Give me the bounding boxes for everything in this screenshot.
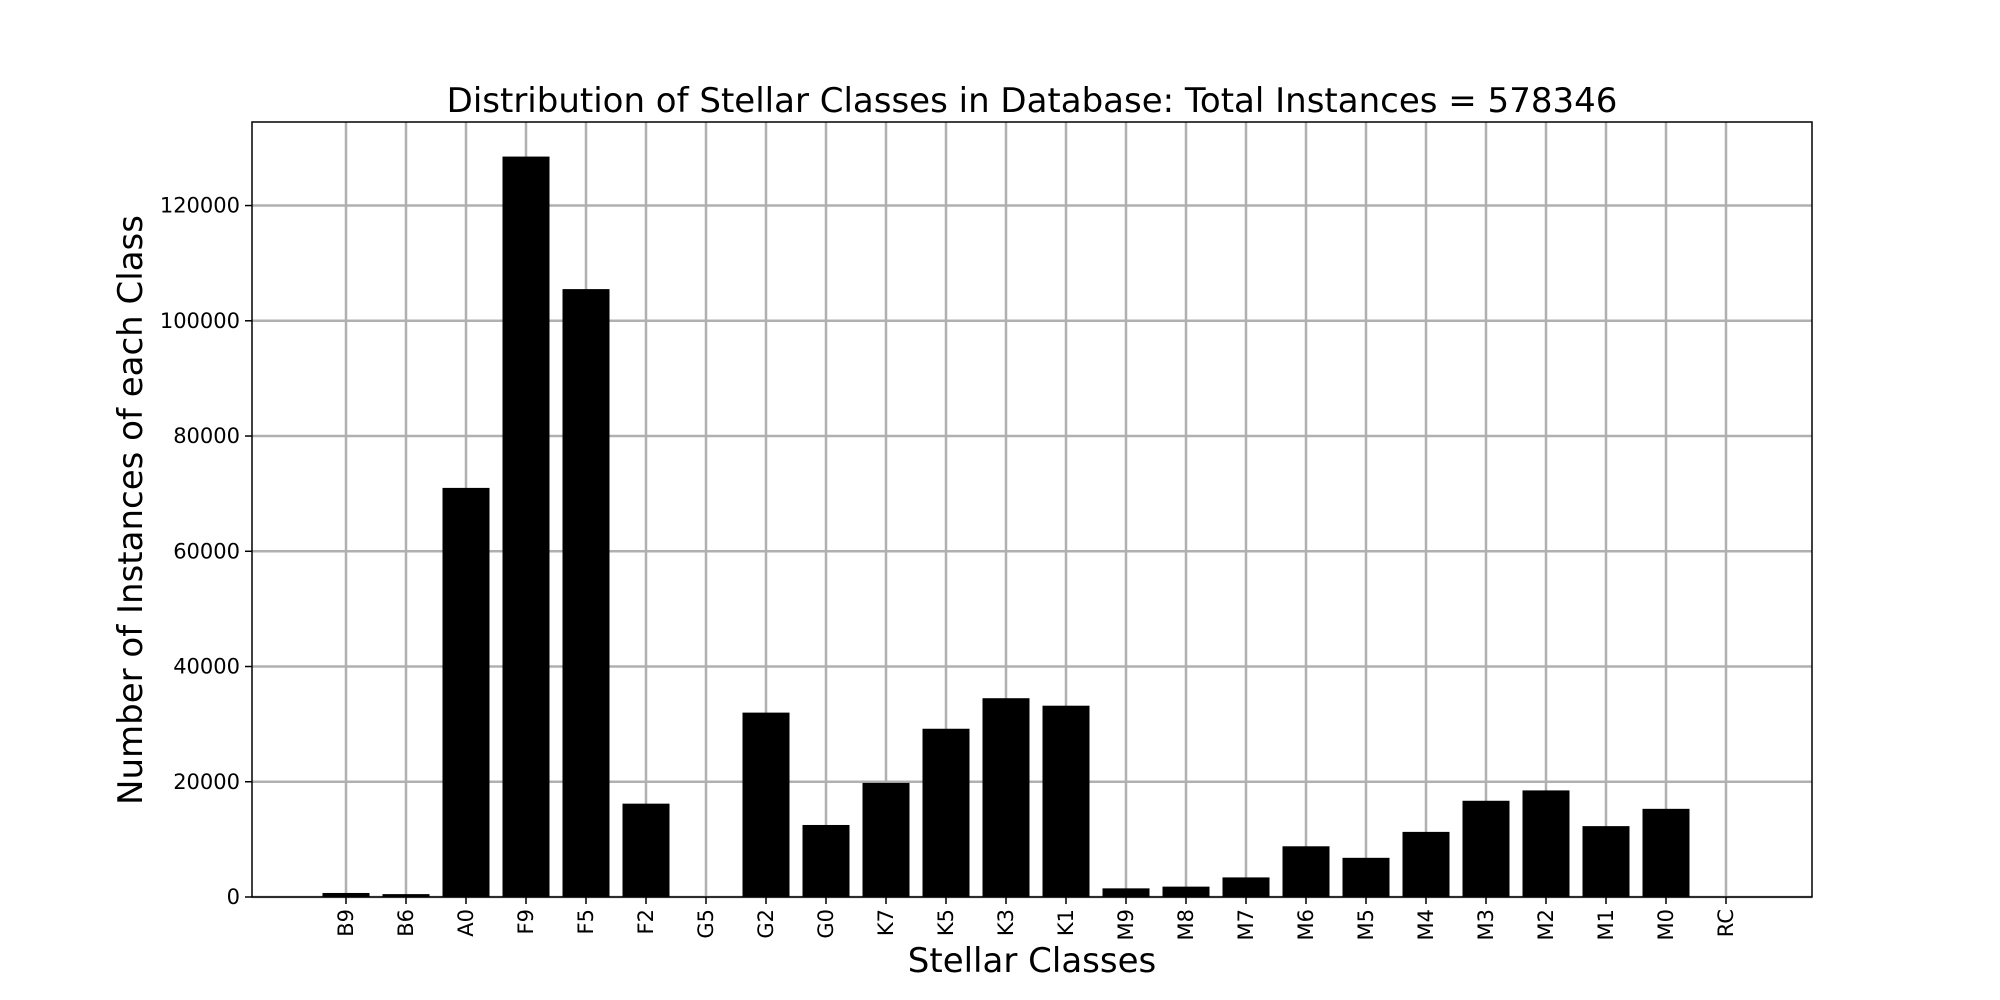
x-tick-label: F5 <box>574 909 598 934</box>
x-tick-label: M8 <box>1174 909 1198 940</box>
x-tick-label: M4 <box>1414 909 1438 940</box>
x-tick-label: M1 <box>1594 909 1618 940</box>
x-tick-label: F9 <box>514 909 538 934</box>
x-tick-label: M7 <box>1234 909 1258 940</box>
x-tick-label: B6 <box>394 909 418 937</box>
x-tick-label: M2 <box>1534 909 1558 940</box>
x-tick-label: A0 <box>454 909 478 937</box>
x-tick-label: G2 <box>754 909 778 939</box>
x-tick-label: M5 <box>1354 909 1378 940</box>
x-axis-ticks: B9 B6 A0 F9 F5 F2 G5 G2 G0 K7 K5 K3 K1 M9 M8 M7 M6 M5 M4 M3… <box>334 897 1738 940</box>
x-tick-label: K1 <box>1054 909 1078 936</box>
bar-f9 <box>502 156 550 897</box>
y-tick-label: 20000 <box>173 770 240 794</box>
bar-k1 <box>1042 705 1090 897</box>
plot-frame <box>251 121 1813 898</box>
bar-g0 <box>802 824 850 897</box>
bar-m0 <box>1642 808 1690 897</box>
bars <box>322 156 1690 898</box>
chart-title: Distribution of Stellar Classes in Datab… <box>447 81 1618 121</box>
x-tick-label: M3 <box>1474 909 1498 940</box>
bar-m8 <box>1162 886 1210 897</box>
bar-m2 <box>1522 790 1570 897</box>
bar-m4 <box>1402 831 1450 897</box>
x-tick-label: M6 <box>1294 909 1318 940</box>
bar-k3 <box>982 698 1030 897</box>
x-tick-label: G0 <box>814 909 838 939</box>
bar-f5 <box>562 289 610 898</box>
bar-b9 <box>322 892 370 897</box>
bar-m9 <box>1102 888 1150 897</box>
x-axis-label: Stellar Classes <box>908 941 1156 981</box>
bar-f2 <box>622 803 670 897</box>
bar-k5 <box>922 728 970 897</box>
y-axis-ticks: 0 20000 40000 60000 80000 100000 120000 <box>160 194 252 909</box>
x-tick-label: RC <box>1714 909 1738 937</box>
y-axis-label: Number of Instances of each Class <box>111 215 151 805</box>
x-tick-label: M0 <box>1654 909 1678 940</box>
bar-m7 <box>1222 877 1270 897</box>
x-tick-label: K3 <box>994 909 1018 936</box>
bar-a0 <box>442 487 490 897</box>
bar-b6 <box>382 894 430 897</box>
y-tick-label: 100000 <box>160 309 240 333</box>
bar-m1 <box>1582 826 1630 897</box>
x-tick-label: G5 <box>694 909 718 939</box>
x-tick-label: K5 <box>934 909 958 936</box>
bar-k7 <box>862 782 910 897</box>
bar-m6 <box>1282 846 1330 897</box>
x-tick-label: K7 <box>874 909 898 936</box>
y-tick-label: 60000 <box>173 539 240 563</box>
bar-m3 <box>1462 800 1510 897</box>
y-tick-label: 0 <box>227 885 240 909</box>
y-tick-label: 40000 <box>173 655 240 679</box>
x-tick-label: M9 <box>1114 909 1138 940</box>
y-tick-label: 120000 <box>160 194 240 218</box>
bar-m5 <box>1342 857 1390 897</box>
y-tick-label: 80000 <box>173 424 240 448</box>
x-tick-label: B9 <box>334 909 358 937</box>
x-tick-label: F2 <box>634 909 658 934</box>
bar-g2 <box>742 712 790 897</box>
